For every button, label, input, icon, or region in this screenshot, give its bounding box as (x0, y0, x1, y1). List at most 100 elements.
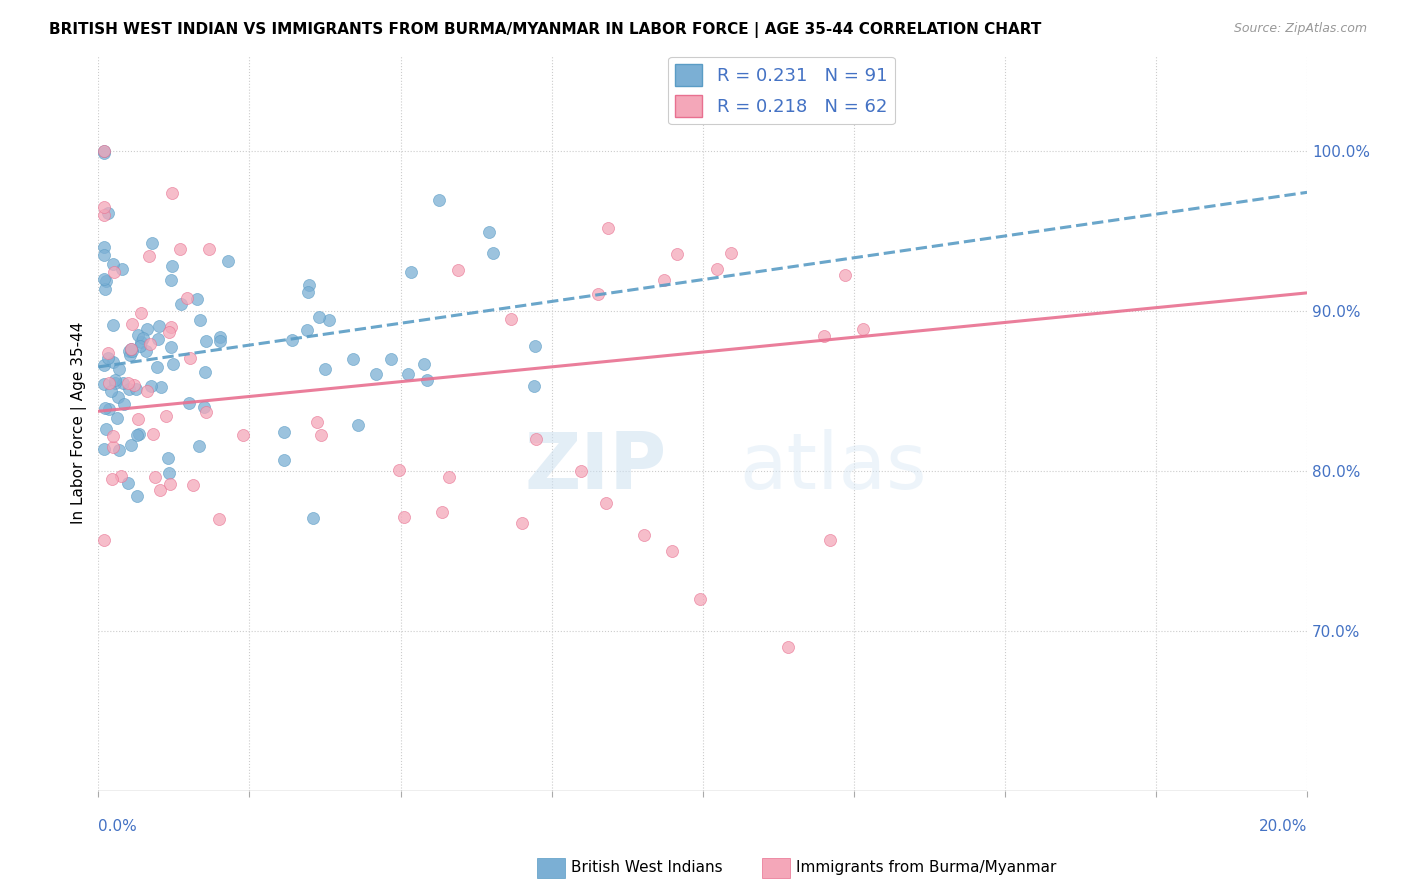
Point (93, 533, 115, 547)
Point (138, 249, 160, 263)
Point (162, 357, 184, 371)
Point (141, 235, 163, 250)
Point (209, 329, 232, 343)
Point (149, 483, 172, 497)
Point (273, 425, 295, 440)
Point (112, 396, 135, 410)
Point (512, 516, 534, 530)
Point (143, 469, 166, 483)
Point (595, 496, 617, 510)
Point (136, 322, 159, 336)
Point (301, 511, 323, 525)
Point (104, 376, 127, 390)
Point (346, 417, 368, 432)
Point (160, 186, 183, 200)
Point (105, 410, 128, 425)
Point (176, 291, 198, 305)
Point (159, 325, 181, 339)
Point (135, 343, 157, 358)
Point (523, 379, 546, 393)
Point (127, 428, 149, 442)
Point (101, 440, 124, 454)
Point (160, 340, 183, 354)
Point (129, 339, 152, 353)
Point (121, 344, 143, 359)
Point (94, 422, 117, 436)
Point (155, 409, 177, 423)
Point (720, 246, 742, 260)
Point (297, 285, 319, 299)
Point (273, 453, 295, 467)
Point (93, 144, 115, 158)
Point (132, 330, 155, 344)
Text: ZIP: ZIP (524, 429, 666, 505)
Point (596, 220, 619, 235)
Point (571, 464, 593, 478)
Point (96, 274, 118, 288)
Point (139, 337, 162, 351)
Point (188, 439, 211, 453)
Point (93, 200, 115, 214)
Point (432, 505, 454, 519)
Point (125, 489, 148, 503)
Point (392, 510, 415, 524)
Point (834, 268, 856, 283)
Point (689, 591, 711, 606)
Point (103, 318, 125, 332)
Point (146, 359, 169, 374)
Point (482, 245, 505, 260)
Text: Source: ZipAtlas.com: Source: ZipAtlas.com (1233, 22, 1367, 36)
Point (194, 405, 217, 419)
Point (652, 273, 675, 287)
Point (446, 263, 468, 277)
Point (852, 322, 875, 336)
Point (281, 333, 304, 347)
Point (478, 225, 501, 239)
Point (342, 352, 364, 367)
Text: Immigrants from Burma/Myanmar: Immigrants from Burma/Myanmar (796, 861, 1056, 875)
Point (380, 352, 402, 367)
Point (416, 373, 439, 387)
Point (104, 373, 127, 387)
Point (149, 380, 172, 394)
Point (94, 282, 117, 296)
Point (666, 246, 689, 260)
Point (179, 396, 201, 410)
Point (93, 358, 115, 372)
Point (399, 265, 422, 279)
Point (93, 208, 115, 222)
Point (633, 527, 655, 541)
Point (108, 362, 131, 376)
Point (309, 428, 332, 442)
Point (232, 428, 254, 442)
Point (179, 351, 201, 365)
Point (122, 378, 145, 392)
Point (364, 367, 387, 381)
Point (93, 144, 115, 158)
Point (820, 533, 842, 547)
Y-axis label: In Labor Force | Age 35-44: In Labor Force | Age 35-44 (72, 322, 87, 524)
Point (778, 640, 800, 654)
Point (94, 401, 117, 416)
Text: British West Indians: British West Indians (571, 861, 723, 875)
Point (162, 259, 184, 273)
Point (103, 257, 125, 271)
Point (427, 193, 450, 207)
Point (97, 205, 120, 219)
Point (111, 261, 134, 276)
Point (586, 287, 609, 301)
Point (208, 511, 231, 525)
Point (127, 411, 149, 425)
Point (295, 323, 318, 337)
Point (93, 272, 115, 286)
Point (121, 317, 143, 331)
Point (129, 306, 152, 320)
Point (661, 543, 683, 558)
Point (157, 467, 180, 481)
Point (298, 278, 321, 293)
Point (159, 273, 181, 287)
Point (148, 319, 170, 334)
Point (110, 469, 132, 483)
Point (186, 293, 208, 307)
Point (120, 343, 142, 357)
